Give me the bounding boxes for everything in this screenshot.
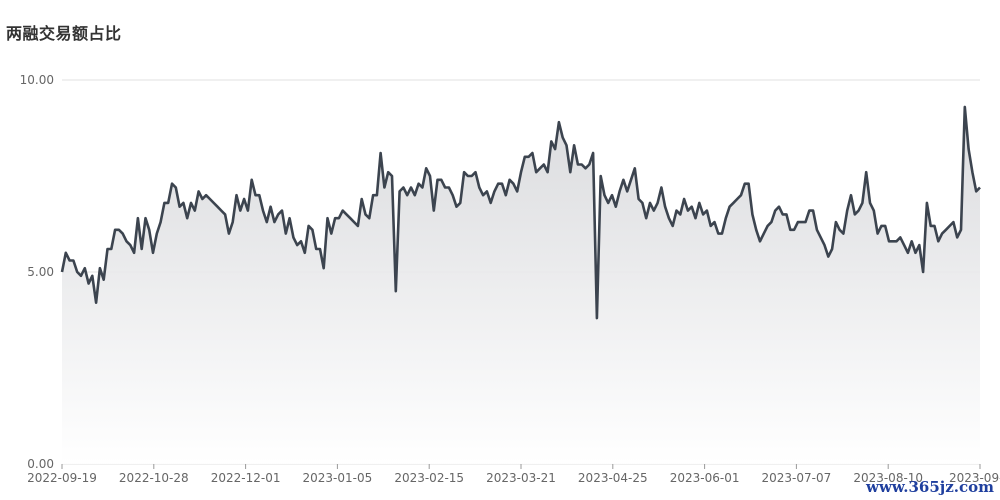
chart-title: 两融交易额占比	[6, 24, 122, 43]
x-tick-label: 2023-09-1	[949, 471, 1000, 485]
x-tick-label: 2023-07-07	[762, 471, 832, 485]
x-tick-label: 2023-03-21	[486, 471, 556, 485]
x-tick-label: 2022-09-19	[27, 471, 97, 485]
y-tick-label: 5.00	[27, 265, 54, 279]
x-tick-label: 2023-06-01	[670, 471, 740, 485]
y-tick-label: 0.00	[27, 457, 54, 471]
x-tick-label: 2023-01-05	[303, 471, 373, 485]
watermark-text: www.365jz.com	[866, 478, 994, 496]
y-axis-ticks: 0.00 5.00 10.00	[20, 73, 54, 471]
x-tick-label: 2022-10-28	[119, 471, 189, 485]
series-line-path	[60, 105, 981, 320]
area-fill	[62, 106, 980, 465]
x-axis-ticks: 2022-09-19 2022-10-28 2022-12-01 2023-01-05…	[27, 464, 1000, 485]
x-tick-label: 2022-12-01	[211, 471, 281, 485]
y-tick-label: 10.00	[20, 73, 54, 87]
series-area	[62, 106, 980, 465]
x-tick-label: 2023-04-25	[578, 471, 648, 485]
series-line	[60, 105, 981, 320]
x-tick-label: 2023-02-15	[394, 471, 464, 485]
x-tick-label: 2023-08-10	[853, 471, 923, 485]
